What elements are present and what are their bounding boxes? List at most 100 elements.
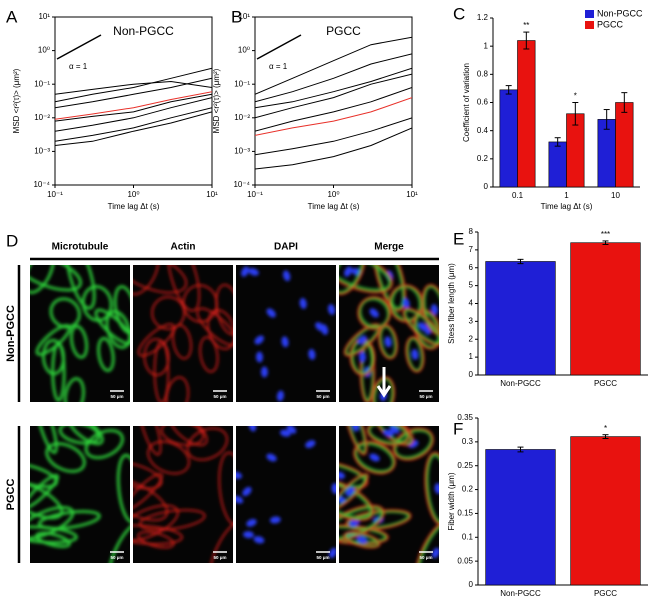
nucleus	[299, 298, 307, 309]
nucleus	[351, 426, 360, 432]
image-content	[241, 266, 336, 402]
microtubule	[403, 308, 439, 345]
nucleus	[344, 266, 352, 277]
column-label: Merge	[374, 242, 404, 253]
panel-label: C	[453, 4, 465, 23]
slope-reference	[256, 34, 302, 60]
scale-bar-label: 50 μm	[316, 555, 329, 560]
microtubule	[65, 265, 96, 310]
x-tick-label: Non-PGCC	[500, 379, 541, 388]
actin	[375, 426, 414, 447]
y-tick-label: 1.2	[477, 13, 489, 22]
microtubule	[374, 265, 405, 310]
nucleus	[315, 322, 325, 332]
y-tick-label: 5	[469, 281, 474, 290]
actin	[421, 283, 439, 336]
image-bg	[236, 426, 336, 563]
microtubule	[94, 308, 130, 345]
x-tick-label: PGCC	[594, 589, 617, 598]
x-tick-label: 10⁻¹	[247, 190, 263, 199]
bar	[570, 242, 641, 376]
msd-trace	[55, 97, 212, 132]
micrograph: 50 μm	[236, 426, 336, 563]
y-axis-label: Fiber width (μm)	[447, 472, 456, 530]
plot-frame	[254, 16, 413, 186]
msd-trace	[55, 91, 212, 120]
actin	[169, 426, 208, 447]
x-axis-label: Time lag Δt (s)	[308, 202, 360, 211]
bar	[499, 89, 518, 188]
actin	[215, 283, 233, 336]
nucleus	[369, 308, 379, 318]
bar	[485, 261, 556, 376]
y-tick-label: 1	[484, 41, 489, 50]
panel-label: A	[6, 7, 18, 26]
y-tick-label: 10⁻¹	[234, 79, 250, 88]
actin	[143, 338, 170, 377]
panel-label: F	[453, 419, 463, 438]
row-label: Non-PGCC	[5, 305, 17, 362]
x-axis-label: Time lag Δt (s)	[541, 202, 593, 211]
bar	[517, 40, 536, 188]
actin	[339, 461, 369, 490]
bar	[615, 102, 634, 188]
nucleus	[269, 516, 281, 524]
actin	[133, 504, 179, 542]
nucleus	[402, 298, 410, 309]
bar	[548, 141, 567, 188]
scale-bar-label: 50 μm	[110, 555, 123, 560]
actin	[343, 426, 368, 456]
nucleus	[276, 390, 284, 402]
x-tick-label: 10¹	[206, 190, 218, 199]
y-tick-label: 0	[469, 370, 474, 379]
microtubule	[58, 426, 101, 445]
legend-swatch	[585, 10, 594, 18]
nucleus	[282, 270, 291, 282]
row-label: PGCC	[5, 479, 17, 511]
panel-label: B	[231, 7, 242, 26]
actin	[167, 265, 201, 312]
actin	[424, 451, 439, 526]
actin	[414, 519, 439, 563]
microtubule	[378, 324, 398, 359]
nucleus	[279, 429, 291, 437]
actin	[196, 307, 233, 346]
actin	[133, 472, 164, 510]
y-tick-label: 10⁻²	[234, 113, 250, 122]
microtubule	[344, 531, 380, 549]
micrograph: 50 μm	[133, 426, 233, 563]
micrograph: 50 μm	[236, 265, 336, 402]
microtubule	[339, 473, 369, 510]
nucleus	[356, 536, 368, 544]
image-content	[236, 426, 336, 559]
y-tick-label: 0.4	[477, 126, 489, 135]
microtubule	[67, 426, 104, 446]
significance-label: **	[523, 21, 529, 30]
nucleus	[260, 366, 268, 378]
nucleus	[411, 348, 419, 360]
nucleus	[242, 486, 252, 497]
column-label: DAPI	[274, 242, 298, 253]
x-axis-label: Time lag Δt (s)	[108, 202, 160, 211]
actin	[402, 307, 439, 346]
significance-label: ***	[601, 230, 610, 239]
micrograph: 50 μm	[30, 426, 130, 563]
y-tick-label: 7	[469, 245, 474, 254]
column-label: Actin	[171, 242, 196, 253]
x-tick-label: 0.1	[512, 191, 524, 200]
x-tick-label: 10	[611, 191, 620, 200]
msd-trace	[55, 77, 212, 109]
actin	[139, 509, 206, 531]
bar	[570, 436, 641, 586]
arrow	[376, 367, 392, 398]
msd-trace	[255, 117, 412, 156]
nucleus	[281, 336, 289, 348]
microtubule	[69, 324, 89, 359]
x-tick-label: 10⁰	[327, 190, 339, 199]
column-label: Microtubule	[52, 242, 109, 253]
significance-label: *	[604, 424, 607, 433]
y-tick-label: 1	[469, 352, 474, 361]
nucleus	[331, 483, 336, 494]
actin	[147, 440, 190, 475]
image-bg	[133, 426, 233, 563]
